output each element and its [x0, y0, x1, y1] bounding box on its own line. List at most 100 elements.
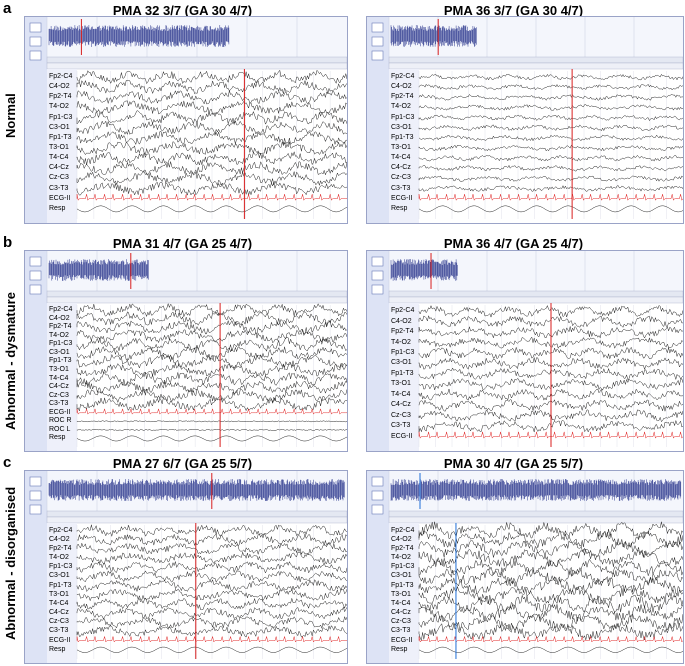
eeg-trace [76, 120, 347, 136]
channel-label: C4-Cz [49, 383, 69, 391]
channel-label: T4-C4 [49, 154, 69, 162]
tool-icon [29, 476, 42, 487]
channel-label: Fp1-C3 [391, 563, 415, 571]
channel-label: T4-C4 [391, 154, 411, 162]
eeg-trace [418, 431, 683, 439]
channel-label: C3-T3 [391, 422, 411, 430]
channel-label: C3-T3 [391, 627, 411, 635]
channel-label: Fp2-T4 [49, 93, 72, 101]
channel-label: Resp [49, 434, 66, 442]
tool-icon [371, 256, 384, 267]
eeg-trace [76, 69, 347, 85]
panel-title-a-left: PMA 32 3/7 (GA 30 4/7) [112, 3, 253, 18]
eeg-trace [418, 568, 683, 586]
channel-label: T4-C4 [49, 374, 69, 382]
panel-title-b-left: PMA 31 4/7 (GA 25 4/7) [112, 236, 253, 251]
eeg-trace [76, 380, 347, 395]
eeg-trace [76, 551, 347, 565]
toolbar-bar [388, 62, 683, 70]
eeg-trace [76, 597, 347, 611]
channel-label: Fp2-C4 [391, 307, 415, 315]
eeg-trace [76, 353, 347, 369]
panel-letter-a: a [3, 0, 12, 17]
eeg-trace [418, 155, 683, 162]
side-toolbar [367, 17, 389, 223]
channel-label: Cz-C3 [391, 174, 411, 182]
channel-label: Fp2-T4 [391, 544, 414, 552]
channel-label: Cz-C3 [49, 391, 69, 399]
eeg-trace [76, 636, 347, 643]
eeg-trace [76, 194, 347, 201]
eeg-trace [418, 314, 683, 328]
eeg-trace [76, 524, 347, 537]
channel-label: Fp1-C3 [391, 113, 415, 121]
channel-label: C4-O2 [391, 83, 412, 91]
eeg-panel-a-right: Fp2-C4 C4-O2 Fp2-T4 T4-O2 Fp1-C3 C3-O1 Fp1-T3 T… [366, 16, 684, 224]
toolbar-bar [46, 516, 347, 524]
channel-label: C4-O2 [49, 535, 70, 543]
channel-label-column [47, 69, 77, 223]
channel-label: C3-O1 [391, 359, 412, 367]
channel-label: Fp1-T3 [391, 133, 414, 141]
side-toolbar [367, 251, 389, 451]
eeg-trace [418, 346, 683, 360]
channel-label: T3-O1 [391, 144, 411, 152]
toolbar-bar [46, 510, 347, 518]
toolbar-bar [388, 516, 683, 524]
channel-label: T4-O2 [391, 338, 411, 346]
tool-icon [29, 22, 42, 33]
channel-label: ECG-II [49, 194, 71, 202]
overview-trace [48, 259, 149, 281]
eeg-trace [76, 100, 347, 115]
channel-label: C3-T3 [391, 184, 411, 192]
channel-label: Fp1-T3 [391, 369, 414, 377]
overview-trace [390, 259, 458, 281]
eeg-trace [418, 185, 683, 192]
eeg-trace [418, 205, 683, 213]
row-label-c: Abnormal - disorganised [3, 486, 18, 640]
channel-label: Fp1-C3 [49, 340, 73, 348]
channel-label: T4-O2 [391, 554, 411, 562]
eeg-trace [418, 164, 683, 172]
channel-label-column [389, 523, 419, 663]
eeg-trace [76, 420, 347, 423]
channel-label: Fp2-C4 [391, 73, 415, 81]
channel-label: Fp2-T4 [49, 323, 72, 331]
eeg-trace [418, 124, 683, 132]
channel-label-column [389, 69, 419, 223]
eeg-trace [418, 388, 683, 401]
channel-label: Fp1-T3 [49, 133, 72, 141]
eeg-panel-a-left: Fp2-C4 C4-O2 Fp2-T4 T4-O2 Fp1-C3 C3-O1 Fp1-T3 T… [24, 16, 348, 224]
channel-label: Resp [49, 645, 66, 653]
panel-title-c-right: PMA 30 4/7 (GA 25 5/7) [443, 456, 584, 471]
channel-label: C3-T3 [49, 400, 69, 408]
panel-letter-b: b [3, 234, 13, 251]
overview-trace [48, 25, 230, 47]
tool-icon [29, 504, 42, 515]
channel-label: C4-O2 [391, 535, 412, 543]
channel-label: ECG-II [49, 408, 71, 416]
eeg-trace [418, 104, 683, 111]
eeg-trace [418, 646, 683, 653]
channel-label: Resp [391, 645, 408, 653]
channel-label: T3-O1 [391, 590, 411, 598]
eeg-trace [76, 561, 347, 574]
side-toolbar [25, 471, 47, 663]
side-toolbar [25, 251, 47, 451]
eeg-trace [76, 615, 347, 630]
eeg-trace [418, 194, 683, 201]
eeg-trace [76, 606, 347, 620]
eeg-trace [418, 585, 683, 605]
eeg-trace [418, 558, 683, 577]
eeg-trace [76, 396, 347, 412]
channel-label: Fp2-C4 [49, 306, 73, 314]
channel-label: ROC L [49, 425, 71, 433]
channel-label: Cz-C3 [49, 174, 69, 182]
channel-label: ECG-II [391, 432, 413, 440]
channel-label: Cz-C3 [391, 618, 411, 626]
eeg-trace [418, 594, 683, 613]
channel-label: Fp2-C4 [391, 526, 415, 534]
tool-icon [29, 284, 42, 295]
eeg-trace [76, 388, 347, 404]
channel-label-column [389, 303, 419, 451]
